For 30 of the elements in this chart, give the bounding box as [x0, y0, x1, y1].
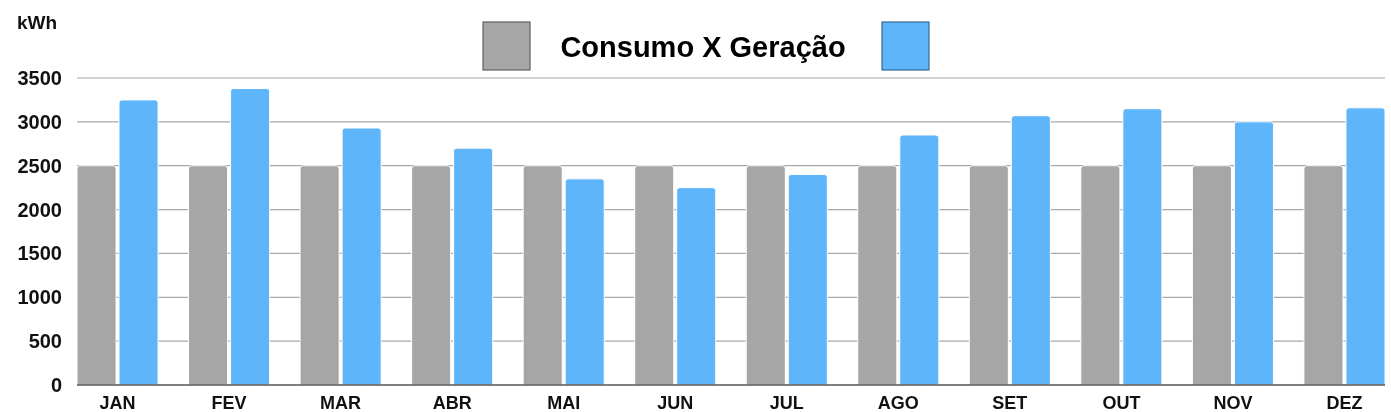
y-tick-label: 500: [28, 330, 62, 353]
x-tick-label: AGO: [877, 393, 919, 412]
x-tick-label: JUN: [657, 393, 694, 412]
x-tick-label: DEZ: [1326, 393, 1363, 412]
bar: [453, 147, 494, 386]
y-tick-label: 3000: [17, 110, 62, 133]
x-tick-label: NOV: [1213, 393, 1253, 412]
x-tick-label: MAR: [320, 393, 362, 412]
bar: [787, 173, 828, 386]
y-axis-title: kWh: [17, 11, 58, 33]
x-tick-label: MAI: [547, 393, 581, 412]
bar: [1010, 115, 1051, 386]
x-tick-label: FEV: [211, 393, 247, 412]
bar: [676, 187, 717, 386]
y-tick-label: 0: [50, 374, 62, 396]
x-tick-label: JAN: [99, 393, 136, 412]
bar: [899, 134, 940, 386]
y-tick-label: 2000: [17, 198, 62, 221]
bar: [230, 88, 271, 386]
chart-title: Consumo X Geração: [560, 31, 846, 64]
x-tick-label: SET: [992, 393, 1028, 412]
y-tick-label: 1000: [17, 286, 62, 309]
y-tick-label: 1500: [17, 242, 62, 265]
x-tick-label: JUL: [769, 393, 804, 412]
x-tick-label: OUT: [1102, 393, 1141, 412]
bar: [1233, 121, 1274, 386]
y-tick-label: 3500: [17, 67, 62, 89]
x-tick-label: ABR: [432, 393, 472, 412]
bar: [564, 178, 605, 386]
y-tick-label: 2500: [17, 154, 62, 177]
